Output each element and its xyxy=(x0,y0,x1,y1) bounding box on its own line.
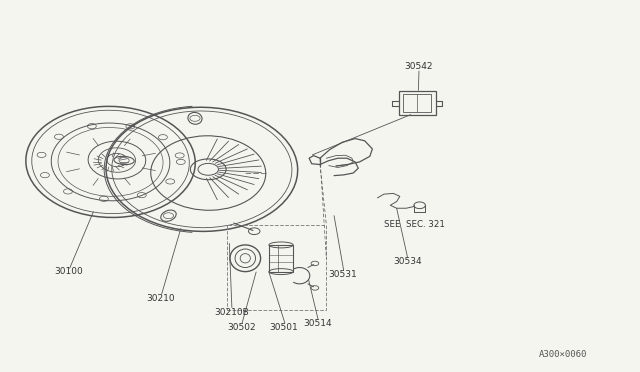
Text: 30534: 30534 xyxy=(393,257,422,266)
Text: 30514: 30514 xyxy=(304,320,332,328)
Text: 30210B: 30210B xyxy=(214,308,249,317)
Ellipse shape xyxy=(114,156,134,164)
Text: 30210: 30210 xyxy=(146,294,175,303)
Bar xyxy=(227,225,326,310)
Text: 30531: 30531 xyxy=(328,270,356,279)
Text: 30501: 30501 xyxy=(269,323,298,332)
Bar xyxy=(269,245,293,272)
Text: A300×0060: A300×0060 xyxy=(538,350,587,359)
Text: SEE  SEC. 321: SEE SEC. 321 xyxy=(384,220,445,229)
Ellipse shape xyxy=(161,210,176,221)
Ellipse shape xyxy=(188,112,202,124)
Text: 30100: 30100 xyxy=(54,267,83,276)
Text: 30502: 30502 xyxy=(227,323,256,332)
Text: 30542: 30542 xyxy=(404,62,433,71)
